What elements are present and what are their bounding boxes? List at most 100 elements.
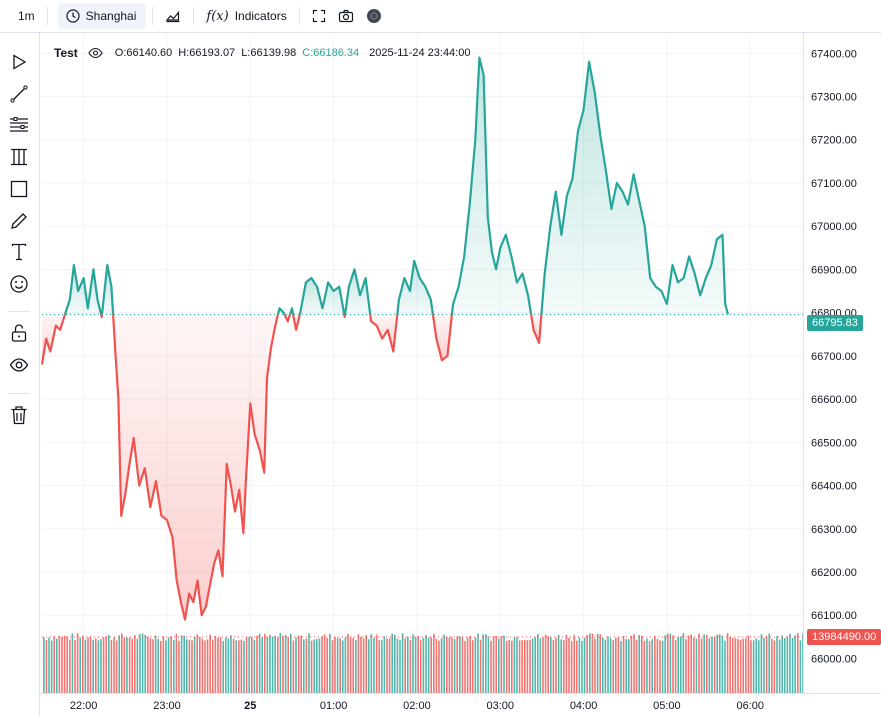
volume-bar [196, 634, 198, 693]
volume-bar [258, 633, 261, 693]
volume-bar [66, 636, 68, 693]
theme-icon [366, 9, 381, 23]
camera-icon [338, 9, 353, 23]
volume-bar [61, 637, 63, 693]
legend-high: H:66193.07 [178, 47, 236, 59]
volume-bar [797, 633, 799, 693]
volume-bar [136, 638, 139, 693]
volume-bar [245, 637, 248, 693]
indicators-button[interactable]: f(x) Indicators [200, 3, 292, 29]
volume-bar [378, 640, 380, 693]
line-segment-down [292, 314, 301, 331]
text-tool[interactable] [8, 241, 30, 263]
toolbar-divider [298, 7, 300, 25]
screenshot-button[interactable] [332, 3, 360, 29]
volume-bar [799, 640, 802, 693]
line-segment-down [431, 314, 453, 362]
volume-bar [687, 635, 690, 693]
emoji-tool[interactable] [8, 273, 30, 295]
y-tick-label: 67400.00 [811, 48, 857, 60]
volume-bar [199, 637, 201, 693]
volume-bar [303, 639, 305, 693]
volume-bar [466, 637, 469, 693]
x-tick-label: 04:00 [570, 700, 598, 712]
volume-bar [433, 633, 435, 693]
pattern-tool[interactable] [8, 146, 30, 168]
volume-bar [170, 636, 172, 693]
volume-bar [446, 636, 448, 693]
toolbar-divider [46, 7, 48, 25]
fib-tool[interactable] [8, 114, 30, 136]
theme-button[interactable] [360, 3, 388, 29]
volume-bar [739, 639, 742, 693]
volume-bar [63, 635, 66, 693]
volume-bar [126, 637, 128, 693]
volume-bar [474, 637, 477, 693]
price-axis[interactable]: 67400.00 67300.00 67200.00 67100.00 67000.00… [811, 48, 857, 665]
x-tick-label: 25 [244, 700, 256, 712]
volume-bar [97, 640, 100, 693]
top-toolbar: 1m Shanghai f(x) Indicators [0, 0, 881, 33]
y-tick-label: 66300.00 [811, 524, 857, 536]
volume-bar [422, 638, 425, 693]
volume-bar [230, 635, 232, 693]
volume-bar [659, 640, 661, 693]
volume-bar [602, 637, 604, 693]
volume-bar [227, 638, 230, 693]
volume-bar [456, 636, 458, 693]
volume-bar [214, 636, 217, 693]
volume-bar [394, 634, 396, 693]
volume-bar [430, 637, 432, 693]
volume-bar [485, 634, 487, 693]
line-segment-down [343, 314, 347, 319]
volume-bar [89, 636, 92, 693]
y-tick-label: 66100.00 [811, 610, 857, 622]
volume-bar [323, 634, 326, 693]
cursor-tool[interactable] [8, 51, 30, 73]
volume-bar [50, 640, 53, 693]
volume-bar [630, 635, 633, 693]
volume-bar [479, 639, 482, 693]
volume-bar [336, 637, 339, 693]
volume-bar [284, 635, 287, 693]
brush-tool[interactable] [8, 210, 30, 232]
volume-bar [586, 634, 588, 693]
volume-bar [742, 638, 744, 693]
volume-bar [615, 638, 617, 693]
volume-bar [526, 640, 529, 693]
visibility-tool[interactable] [8, 354, 30, 376]
interval-button[interactable]: 1m [12, 3, 41, 29]
volume-bar [599, 634, 601, 693]
volume-bar [110, 639, 113, 693]
line-segment-up [344, 268, 372, 315]
volume-bar [620, 641, 622, 693]
volume-bar [217, 637, 219, 693]
volume-bar [152, 639, 154, 693]
y-tick-label: 66600.00 [811, 394, 857, 406]
volume-bar [544, 634, 547, 693]
delete-tool[interactable] [8, 404, 30, 426]
trendline-tool[interactable] [8, 83, 30, 105]
volume-bar [396, 638, 399, 693]
volume-bar [477, 633, 479, 693]
volume-bar [531, 638, 534, 693]
x-tick-label: 02:00 [403, 700, 431, 712]
volume-bar [672, 635, 674, 693]
time-axis[interactable]: 22:00 23:00 25 01:00 02:00 03:00 04:00 05:00 06:… [70, 700, 764, 712]
timezone-button[interactable]: Shanghai [57, 3, 147, 29]
volume-bar [84, 639, 87, 693]
line-segment-up [100, 264, 115, 315]
volume-bar [784, 638, 786, 693]
chart-type-button[interactable] [159, 3, 187, 29]
shape-tool[interactable] [8, 178, 30, 200]
fullscreen-button[interactable] [306, 3, 332, 29]
volume-bar [786, 636, 789, 693]
volume-bar [297, 635, 300, 693]
lock-tool[interactable] [8, 322, 30, 344]
legend-timestamp: 2025-11-24 23:44:00 [369, 47, 471, 59]
legend-visibility-toggle[interactable] [88, 47, 103, 59]
volume-bar [648, 640, 651, 693]
volume-bar [201, 638, 204, 693]
volume-bar [729, 637, 731, 693]
